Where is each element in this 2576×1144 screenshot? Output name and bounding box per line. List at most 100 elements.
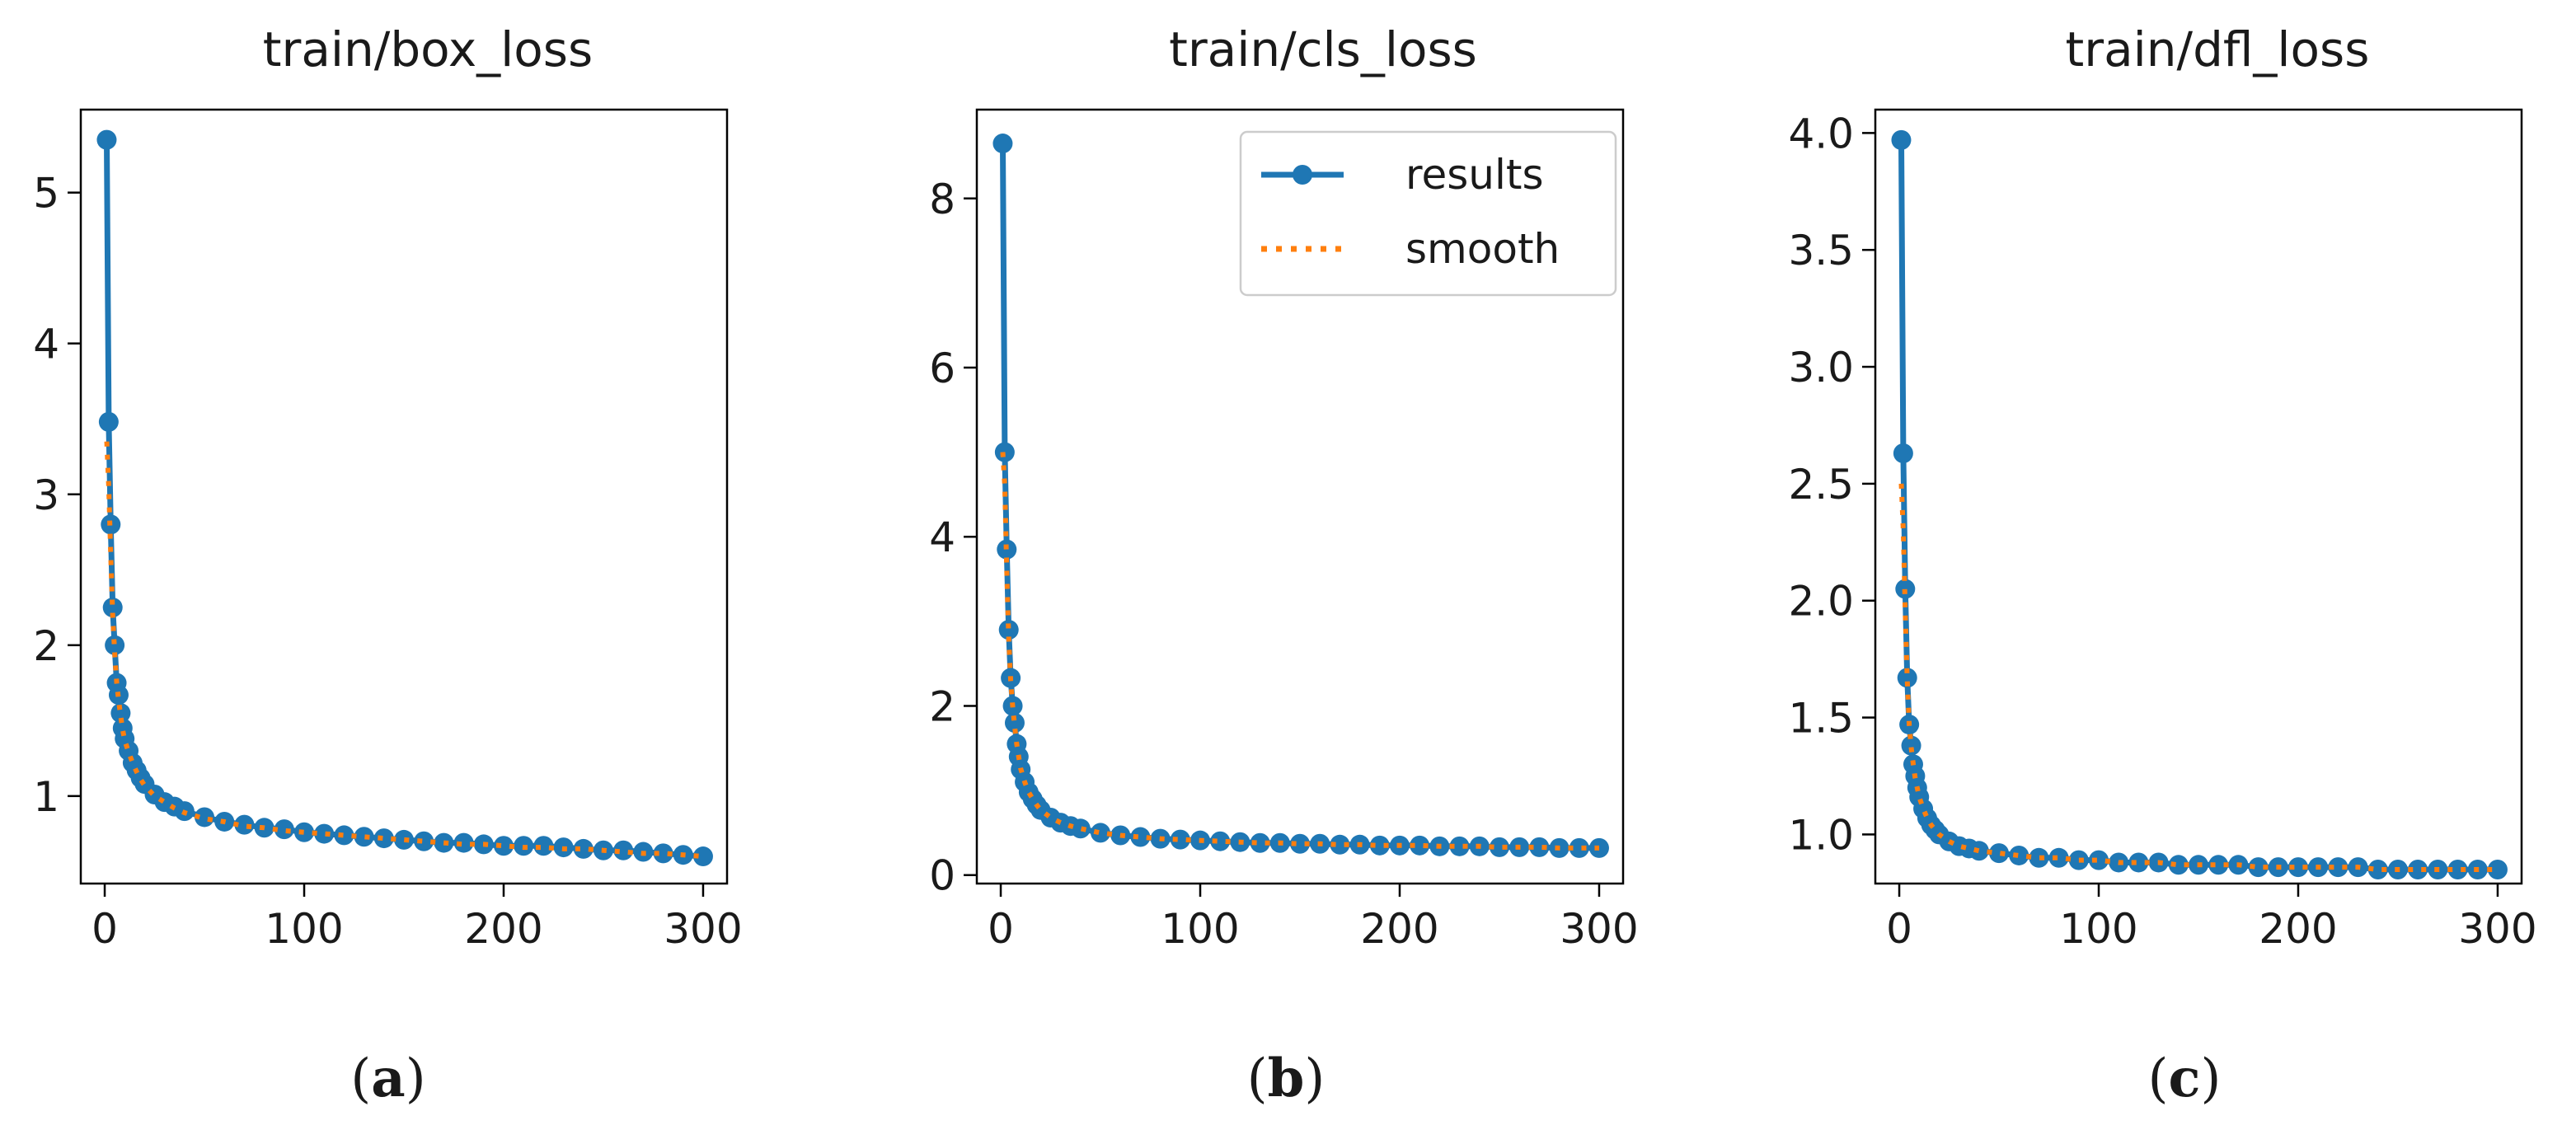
data-point <box>105 635 125 655</box>
data-point <box>414 831 434 851</box>
y-tick-label: 1.5 <box>1788 695 1854 743</box>
data-point <box>2408 859 2428 879</box>
panel-caption: (c) <box>2148 1048 2222 1109</box>
ticks: 0 100 200 300 1 2 3 4 5 <box>33 170 742 953</box>
data-point <box>2248 857 2269 878</box>
series-layer <box>96 129 713 867</box>
data-point <box>2287 857 2308 878</box>
panel-title: train/box_loss <box>263 21 593 77</box>
x-tick-label: 300 <box>664 905 742 953</box>
data-point <box>613 840 634 860</box>
panel-dfl-loss: train/dfl_loss 0 100 200 300 1.0 1.5 2.0 2.5 3.0… <box>1788 21 2536 1109</box>
data-point <box>1210 831 1231 851</box>
data-point <box>692 846 713 867</box>
data-point <box>1410 835 1430 856</box>
y-tick-label: 2 <box>929 682 955 730</box>
data-point <box>2447 859 2468 879</box>
data-point <box>1091 823 1111 843</box>
y-tick-label: 2 <box>33 622 59 670</box>
ticks: 0 100 200 300 0 2 4 6 8 <box>929 176 1638 953</box>
x-tick-label: 200 <box>464 905 542 953</box>
data-point <box>2487 859 2508 879</box>
y-tick-label: 0 <box>929 852 955 900</box>
caption-letter: c <box>2169 1048 2201 1109</box>
data-point <box>2048 847 2069 868</box>
series-layer <box>1891 129 2508 879</box>
data-point <box>1130 827 1151 847</box>
data-point <box>2208 855 2229 875</box>
x-tick-label: 300 <box>2458 905 2536 953</box>
y-tick-label: 5 <box>33 170 59 218</box>
series-line-smooth <box>1000 452 1599 851</box>
panel-title: train/dfl_loss <box>2066 21 2370 77</box>
data-point <box>998 620 1019 640</box>
y-tick-label: 4 <box>33 321 59 368</box>
data-point <box>1891 129 1912 150</box>
data-point <box>373 828 394 849</box>
y-tick-label: 1.0 <box>1788 811 1854 859</box>
panel-title: train/cls_loss <box>1169 21 1477 77</box>
data-point <box>334 825 354 846</box>
data-point <box>453 832 474 853</box>
legend: results smooth <box>1239 130 1617 297</box>
legend-smooth-label: smooth <box>1405 225 1560 273</box>
data-point <box>2068 850 2089 870</box>
data-point <box>1369 835 1390 856</box>
data-point <box>2029 847 2049 868</box>
data-point <box>274 819 294 840</box>
x-tick-label: 100 <box>1161 905 1239 953</box>
data-point <box>2168 855 2189 875</box>
data-point <box>1489 837 1509 857</box>
y-tick-label: 2.5 <box>1788 461 1854 509</box>
data-point <box>1290 833 1310 854</box>
y-tick-label: 4 <box>929 513 955 561</box>
data-point <box>2009 845 2029 865</box>
data-point <box>997 539 1017 560</box>
data-point <box>1569 837 1589 858</box>
data-point <box>2328 857 2348 878</box>
data-point <box>1893 443 1913 464</box>
x-tick-label: 200 <box>1360 905 1438 953</box>
legend-results-label: results <box>1405 151 1544 199</box>
data-point <box>533 836 554 856</box>
y-tick-label: 1 <box>33 773 59 821</box>
data-point <box>2128 852 2149 873</box>
data-point <box>102 598 123 618</box>
data-point <box>1330 834 1350 855</box>
data-point <box>1529 837 1550 857</box>
y-tick-label: 3.5 <box>1788 227 1854 274</box>
panel-box-loss: train/box_loss 0 100 200 300 1 2 3 4 5 (a) <box>33 21 742 1109</box>
data-point <box>1250 832 1270 853</box>
legend-results-marker <box>1293 165 1312 185</box>
axes-frame <box>1874 108 2523 885</box>
panel-caption: (b) <box>1247 1048 1326 1109</box>
x-tick-label: 300 <box>1560 905 1638 953</box>
x-tick-label: 0 <box>988 905 1014 953</box>
series-layer <box>992 134 1609 858</box>
axes-frame <box>79 108 729 885</box>
data-point <box>2367 859 2388 879</box>
x-tick-label: 100 <box>2059 905 2137 953</box>
data-point <box>294 822 315 842</box>
x-tick-label: 100 <box>265 905 343 953</box>
caption-letter: b <box>1268 1048 1305 1109</box>
data-point <box>234 814 255 835</box>
ticks: 0 100 200 300 1.0 1.5 2.0 2.5 3.0 3.5 4.0 <box>1788 110 2536 953</box>
data-point <box>354 827 374 847</box>
y-tick-label: 8 <box>929 176 955 223</box>
y-tick-label: 2.0 <box>1788 578 1854 626</box>
data-point <box>195 807 215 828</box>
series-line-smooth <box>104 441 704 860</box>
panel-cls-loss: train/cls_loss 0 100 200 300 0 2 4 6 8 results s… <box>929 21 1638 1109</box>
data-point <box>1070 818 1091 839</box>
data-point <box>992 134 1013 154</box>
data-point <box>1901 735 1921 756</box>
data-point <box>1004 713 1025 734</box>
y-tick-label: 3 <box>33 471 59 519</box>
data-point <box>1968 841 1989 861</box>
data-point <box>314 823 335 844</box>
data-point <box>394 829 414 850</box>
data-point <box>573 838 594 859</box>
data-point <box>98 411 119 432</box>
y-tick-label: 3.0 <box>1788 344 1854 391</box>
